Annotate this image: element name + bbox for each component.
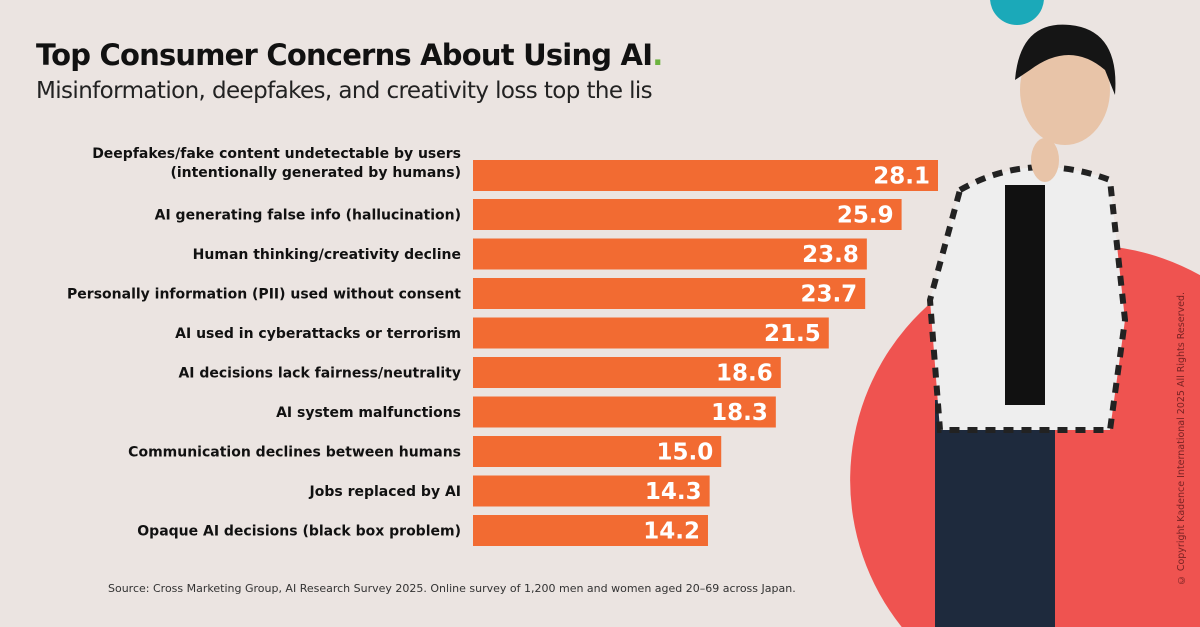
- value-label: 14.3: [645, 479, 702, 505]
- bar: [473, 475, 710, 507]
- thinking-man-photo: [926, 24, 1129, 627]
- value-label: 23.8: [802, 242, 859, 268]
- bar: [473, 515, 708, 546]
- value-label: 18.3: [711, 400, 768, 426]
- category-label: Jobs replaced by AI: [309, 484, 461, 500]
- bar: [473, 396, 776, 428]
- category-label: AI system malfunctions: [276, 405, 461, 421]
- category-label: AI generating false info (hallucination): [155, 208, 461, 224]
- category-label: Deepfakes/fake content undetectable by u…: [92, 146, 461, 162]
- bar: [473, 199, 902, 230]
- page-subtitle: Misinformation, deepfakes, and creativit…: [36, 78, 653, 104]
- value-label: 23.7: [800, 282, 857, 308]
- value-label: 18.6: [716, 361, 773, 387]
- source-note: Source: Cross Marketing Group, AI Resear…: [108, 582, 796, 595]
- bar: [473, 238, 867, 270]
- category-label: AI used in cyberattacks or terrorism: [175, 326, 461, 342]
- bar: [473, 278, 866, 309]
- value-label: 21.5: [764, 321, 821, 347]
- teal-circle-decoration: [990, 0, 1044, 25]
- value-label: 15.0: [656, 440, 713, 466]
- bar: [473, 160, 938, 191]
- copyright-notice: © Copyright Kadence International 2025 A…: [1176, 292, 1187, 586]
- bar: [473, 436, 722, 467]
- category-label: Communication declines between humans: [128, 445, 461, 461]
- title-dot: .: [652, 38, 663, 72]
- value-label: 14.2: [643, 519, 700, 545]
- bar: [473, 317, 829, 349]
- category-label: Personally information (PII) used withou…: [67, 287, 461, 303]
- page-title: Top Consumer Concerns About Using AI.: [36, 38, 663, 72]
- category-label: (intentionally generated by humans): [170, 165, 461, 181]
- category-label: AI decisions lack fairness/neutrality: [178, 366, 461, 382]
- value-label: 25.9: [837, 203, 894, 229]
- category-label: Opaque AI decisions (black box problem): [137, 524, 461, 540]
- category-label: Human thinking/creativity decline: [193, 247, 461, 263]
- bar: [473, 357, 781, 388]
- value-label: 28.1: [873, 164, 930, 190]
